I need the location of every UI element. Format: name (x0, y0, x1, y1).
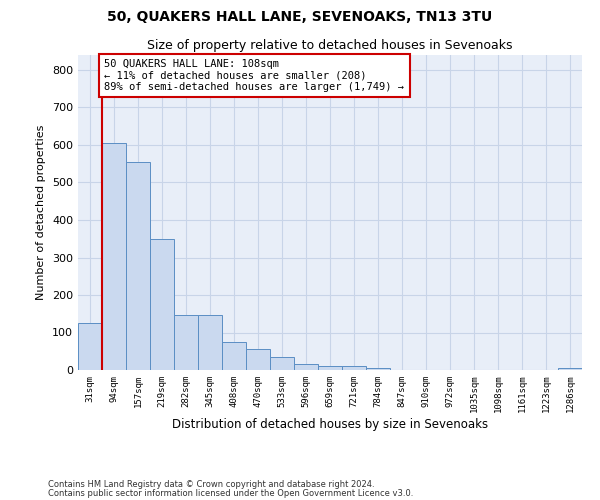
Bar (246, 350, 270, 370)
Text: 50 QUAKERS HALL LANE: 108sqm
← 11% of detached houses are smaller (208)
89% of s: 50 QUAKERS HALL LANE: 108sqm ← 11% of de… (104, 58, 404, 92)
Bar (294, 364, 318, 370)
Bar (270, 357, 294, 370)
Bar (78, 323, 102, 370)
X-axis label: Distribution of detached houses by size in Sevenoaks: Distribution of detached houses by size … (172, 418, 488, 431)
Bar (222, 342, 246, 370)
Bar (150, 240, 174, 370)
Bar (102, 143, 126, 370)
Text: Contains HM Land Registry data © Crown copyright and database right 2024.: Contains HM Land Registry data © Crown c… (48, 480, 374, 489)
Bar (174, 314, 198, 370)
Bar (198, 314, 222, 370)
Bar (558, 368, 582, 370)
Title: Size of property relative to detached houses in Sevenoaks: Size of property relative to detached ho… (147, 40, 513, 52)
Bar (318, 366, 342, 370)
Y-axis label: Number of detached properties: Number of detached properties (37, 125, 46, 300)
Text: 50, QUAKERS HALL LANE, SEVENOAKS, TN13 3TU: 50, QUAKERS HALL LANE, SEVENOAKS, TN13 3… (107, 10, 493, 24)
Bar (342, 366, 366, 370)
Bar (366, 368, 390, 370)
Text: Contains public sector information licensed under the Open Government Licence v3: Contains public sector information licen… (48, 488, 413, 498)
Bar (126, 162, 150, 370)
